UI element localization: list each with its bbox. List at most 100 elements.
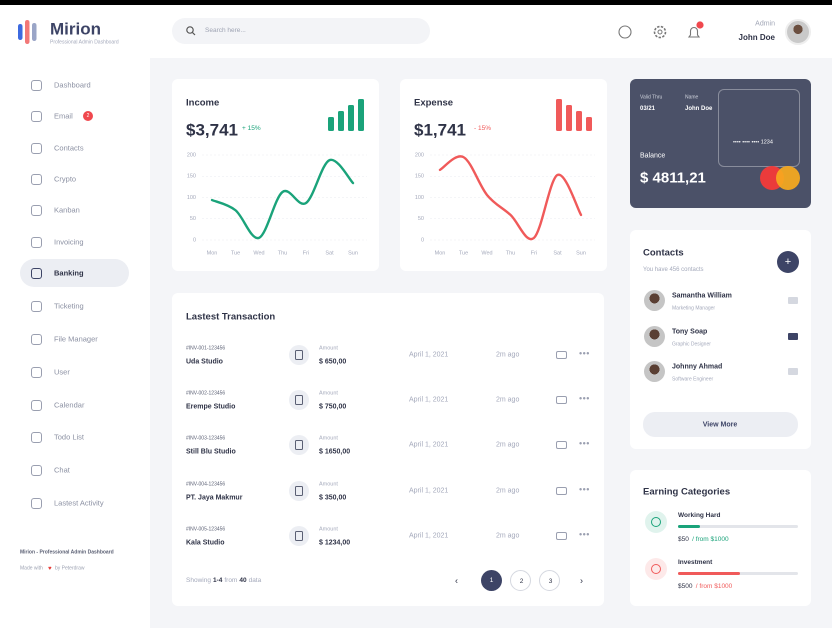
bell-badge	[696, 21, 704, 29]
brand-tagline: Professional Admin Dashboard	[50, 39, 119, 46]
earning-value: $500	[678, 582, 693, 590]
client-name: Erempe Studio	[186, 403, 236, 411]
x-tick-label: Wed	[253, 250, 264, 256]
more-icon: •••	[579, 438, 590, 449]
menu-icon	[31, 111, 42, 122]
x-tick-label: Sat	[325, 250, 334, 256]
menu-active-bg	[20, 259, 129, 287]
menu-item: Calendar	[54, 400, 85, 410]
earning-title: Earning Categories	[643, 486, 731, 498]
date: April 1, 2021	[409, 487, 449, 495]
footer-title: Mirion - Professional Admin Dashboard	[20, 549, 114, 556]
print-icon[interactable]	[556, 396, 567, 405]
x-tick-label: Sun	[576, 250, 586, 256]
print-icon[interactable]	[556, 486, 567, 495]
contacts-card: Contacts You have 456 contacts + Samantha W…	[630, 230, 811, 449]
time-ago: 2m ago	[496, 351, 520, 359]
menu-icon	[31, 301, 42, 312]
message-icon[interactable]	[788, 332, 798, 340]
contacts-subtitle: You have 456 contacts	[643, 267, 704, 273]
bank-balance-label: Balance	[640, 152, 666, 160]
x-tick-label: Sun	[348, 250, 358, 256]
time-ago: 2m ago	[496, 487, 520, 495]
amount-label: Amount	[319, 480, 338, 487]
bank-balance: $ 4811,21	[640, 169, 706, 187]
amount: $ 1234,00	[319, 539, 351, 547]
earning-icon	[651, 517, 661, 527]
doc-icon-bg	[289, 435, 309, 456]
showing-prefix: Showing	[186, 576, 211, 584]
user-role: Admin	[755, 20, 775, 28]
showing-range: 1-4	[212, 576, 223, 584]
bank-name-label: Name	[685, 94, 699, 101]
doc-icon-bg	[289, 480, 309, 501]
menu-icon	[31, 400, 42, 411]
x-tick-label: Tue	[459, 250, 468, 256]
showing-middle: from	[224, 576, 238, 584]
line-series	[210, 158, 355, 240]
amount: $ 750,00	[319, 403, 347, 411]
page-button[interactable]: 2	[510, 570, 531, 591]
earning-icon	[651, 564, 661, 574]
mini-bar	[358, 99, 364, 131]
mini-bars	[556, 99, 592, 131]
message-icon[interactable]	[788, 297, 798, 304]
menu-item: File Manager	[54, 334, 98, 344]
add-contact-button[interactable]: +	[777, 251, 799, 273]
more-icon: •••	[579, 393, 590, 404]
bank-card: Valid Thru 03/21 Name John Doe •••• •••• •••…	[630, 79, 811, 208]
page-button[interactable]: 3	[539, 570, 560, 591]
doc-icon	[295, 530, 303, 541]
top-strip	[0, 0, 832, 5]
menu-icon	[31, 465, 42, 476]
doc-icon	[295, 485, 303, 496]
bank-number: •••• •••• •••• 1234	[733, 139, 773, 146]
menu-icon	[31, 268, 42, 279]
menu-icon	[31, 498, 42, 509]
search-handle	[191, 31, 196, 36]
bell-icon	[687, 26, 701, 38]
client-name: Kala Studio	[186, 539, 225, 547]
print-icon[interactable]	[556, 531, 567, 540]
earning-value: $50	[678, 535, 689, 543]
doc-icon-bg	[289, 390, 309, 411]
earning-of: / from $1000	[692, 535, 729, 543]
y-tick-label: 100	[415, 195, 424, 201]
page-number: 1	[489, 576, 494, 584]
search-icon	[186, 26, 196, 36]
earning-card: Earning Categories Working Hard $50/ from …	[630, 470, 811, 606]
date: April 1, 2021	[409, 441, 449, 449]
menu-item: Todo List	[54, 432, 85, 442]
progress-track	[678, 572, 798, 575]
menu-icon	[31, 80, 42, 91]
date: April 1, 2021	[409, 351, 449, 359]
search-box[interactable]: Search here...	[172, 18, 430, 44]
showing-text: Showing 1-4 from 40 data	[186, 576, 261, 585]
page-button[interactable]: 1	[481, 570, 502, 591]
print-icon[interactable]	[556, 441, 567, 450]
x-tick-label: Mon	[435, 250, 446, 256]
progress-fill	[678, 525, 700, 528]
y-tick-label: 0	[193, 237, 196, 243]
client-name: Still Blu Studio	[186, 448, 236, 456]
card-title: Expense	[414, 97, 454, 109]
menu-icon	[31, 432, 42, 443]
amount-label: Amount	[319, 345, 338, 352]
line-series	[438, 155, 583, 241]
view-more-button[interactable]: View More	[643, 412, 798, 437]
print-icon[interactable]	[556, 351, 567, 359]
doc-icon-bg	[289, 345, 309, 365]
mini-bar	[556, 99, 562, 131]
contact-role: Graphic Designer	[672, 341, 711, 347]
menu-icon	[31, 237, 42, 248]
doc-icon	[295, 440, 303, 451]
bank-valid-label: Valid Thru	[640, 94, 663, 101]
invoice-id: #INV-003-123456	[186, 435, 226, 442]
menu-item: Kanban	[54, 205, 80, 215]
bank-valid: 03/21	[640, 106, 656, 112]
client-name: Uda Studio	[186, 358, 223, 366]
message-icon[interactable]	[788, 368, 798, 375]
x-tick-label: Wed	[481, 250, 492, 256]
menu-item-active: Banking	[54, 268, 84, 278]
x-tick-label: Mon	[207, 250, 218, 256]
